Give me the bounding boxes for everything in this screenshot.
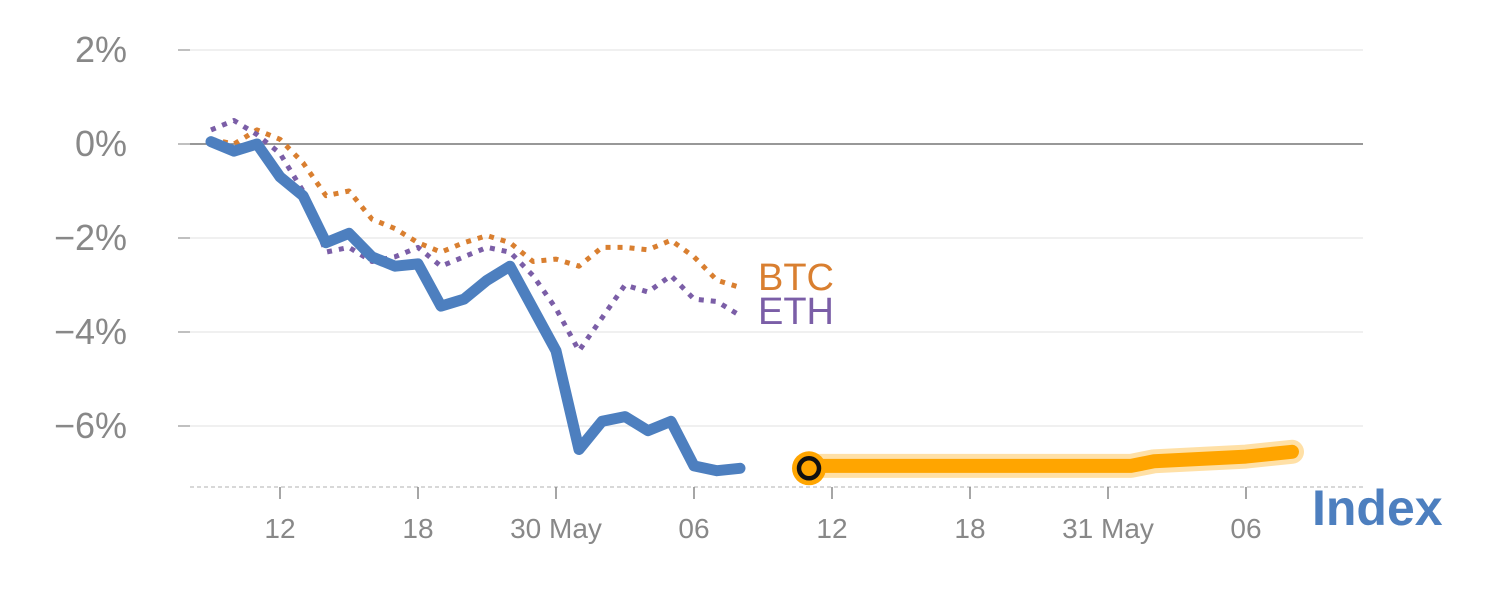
- current-point-marker: [796, 456, 822, 481]
- x-tick-label: 30 May: [510, 513, 602, 544]
- x-tick-label: 06: [678, 513, 709, 544]
- grid-lines: [190, 49, 1363, 488]
- x-tick-label: 18: [954, 513, 985, 544]
- eth-series-label: ETH: [758, 291, 834, 333]
- series-lines: [205, 118, 1304, 486]
- y-tick-label: 0%: [75, 123, 127, 164]
- x-tick-label: 31 May: [1062, 513, 1154, 544]
- x-tick-label: 12: [816, 513, 847, 544]
- series-labels: BTC ETH Index: [758, 257, 1443, 536]
- index-series-line: [205, 136, 746, 477]
- x-tick-label: 18: [402, 513, 433, 544]
- y-tick-label: −2%: [54, 217, 127, 258]
- projection-line: [802, 444, 1299, 473]
- x-tick-label: 06: [1230, 513, 1261, 544]
- x-axis-ticks: 12 18 30 May 06 12 18 31 May 06: [264, 487, 1262, 544]
- btc-series-line: [210, 127, 741, 290]
- y-axis-ticks: 2% 0% −2% −4% −6%: [54, 29, 190, 446]
- btc-series-label: BTC: [758, 257, 834, 299]
- index-series-label: Index: [1312, 480, 1443, 536]
- y-tick-label: −4%: [54, 311, 127, 352]
- y-tick-label: −6%: [54, 405, 127, 446]
- x-tick-label: 12: [264, 513, 295, 544]
- y-tick-label: 2%: [75, 29, 127, 70]
- eth-series-line: [210, 118, 742, 354]
